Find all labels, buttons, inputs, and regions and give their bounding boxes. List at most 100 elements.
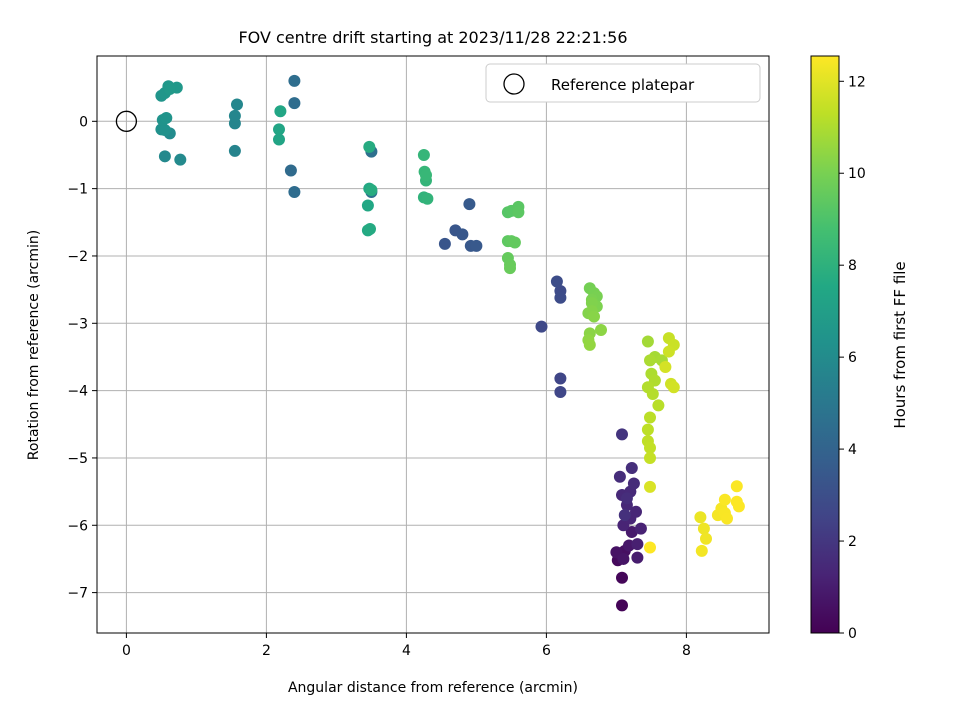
data-point — [273, 133, 285, 146]
data-point — [695, 544, 708, 557]
data-point — [365, 183, 378, 196]
data-point — [625, 462, 638, 475]
colorbar-tick-label: 8 — [848, 258, 857, 274]
y-tick-label: −3 — [67, 316, 88, 332]
data-point — [630, 505, 642, 518]
data-point — [694, 511, 707, 524]
data-point — [174, 153, 187, 166]
colorbar-tick-label: 2 — [848, 534, 857, 550]
data-point — [659, 361, 672, 374]
data-point — [288, 97, 301, 110]
colorbar-tick-label: 6 — [848, 350, 857, 366]
y-tick-label: −5 — [67, 451, 88, 467]
data-point — [504, 262, 516, 275]
colorbar-label: Hours from first FF file — [891, 261, 909, 428]
data-point — [588, 310, 600, 323]
y-axis-label: Rotation from reference (arcmin) — [26, 230, 42, 460]
data-point — [274, 105, 287, 118]
data-point — [456, 228, 469, 241]
data-point — [583, 338, 596, 351]
data-point — [721, 512, 733, 525]
data-point — [288, 74, 301, 87]
data-point — [470, 239, 483, 252]
data-point — [718, 493, 731, 506]
data-point — [644, 480, 656, 493]
data-point — [438, 237, 451, 250]
data-points — [155, 74, 745, 612]
y-tick-label: −4 — [67, 384, 88, 400]
colorbar: 0 2 4 6 8 10 12 Hours from first FF file — [810, 55, 909, 642]
data-point — [662, 345, 675, 358]
data-point — [512, 206, 525, 219]
legend: Reference platepar — [485, 63, 761, 103]
colorbar-tick-label: 0 — [848, 626, 857, 642]
plot-frame — [96, 55, 770, 634]
data-point — [160, 111, 173, 124]
data-point — [158, 150, 171, 163]
x-tick-label: 0 — [122, 643, 131, 659]
data-point — [644, 541, 656, 554]
data-point — [421, 192, 434, 205]
y-tick-label: −2 — [67, 249, 88, 265]
x-tick-label: 6 — [542, 643, 551, 659]
data-point — [550, 275, 563, 288]
data-point — [620, 492, 633, 505]
data-point — [641, 335, 654, 348]
data-point — [273, 123, 285, 136]
legend-label: Reference platepar — [551, 76, 695, 94]
data-point — [616, 571, 628, 584]
data-point — [631, 538, 644, 551]
data-point — [417, 148, 430, 161]
data-point — [363, 140, 376, 153]
data-point — [554, 291, 567, 304]
data-point — [697, 522, 710, 535]
x-tick-label: 2 — [262, 643, 271, 659]
data-point — [554, 385, 567, 398]
chart-title: FOV centre drift starting at 2023/11/28 … — [238, 28, 627, 47]
colorbar-tick-label: 12 — [848, 74, 866, 90]
data-point — [617, 552, 630, 565]
colorbar-tick-label: 4 — [848, 442, 857, 458]
data-point — [288, 186, 301, 199]
y-axis-ticks: 0 −1 −2 −3 −4 −5 −6 −7 — [67, 114, 97, 602]
y-tick-label: −7 — [67, 586, 88, 602]
y-tick-label: −6 — [67, 518, 88, 534]
data-point — [420, 169, 432, 182]
colorbar-tick-label: 10 — [848, 166, 866, 182]
colorbar-ticks: 0 2 4 6 8 10 12 — [839, 74, 866, 642]
data-point — [667, 381, 680, 394]
data-point — [627, 477, 640, 490]
x-tick-label: 4 — [402, 643, 411, 659]
data-point — [732, 500, 745, 513]
data-point — [644, 354, 656, 367]
data-point — [284, 164, 297, 177]
colorbar-gradient — [810, 55, 840, 634]
y-tick-label: 0 — [79, 114, 88, 130]
data-point — [730, 480, 743, 493]
data-point — [700, 532, 712, 545]
data-point — [463, 198, 476, 211]
reference-point-marker — [115, 110, 138, 132]
data-point — [228, 144, 241, 157]
data-point — [228, 109, 241, 122]
legend-box — [485, 63, 761, 103]
data-point — [625, 526, 638, 539]
x-axis-ticks: 0 2 4 6 8 — [122, 633, 691, 659]
y-tick-label: −1 — [67, 182, 88, 198]
data-point — [641, 423, 654, 436]
data-point — [644, 441, 656, 454]
data-point — [231, 98, 243, 111]
data-point — [652, 399, 665, 412]
x-tick-label: 8 — [682, 643, 691, 659]
x-axis-label: Angular distance from reference (arcmin) — [288, 680, 578, 696]
data-point — [644, 451, 656, 464]
data-point — [613, 470, 626, 483]
legend-marker-icon — [503, 73, 525, 95]
data-point — [158, 124, 171, 137]
data-point — [595, 324, 607, 337]
data-point — [364, 223, 376, 236]
data-point — [631, 551, 644, 564]
data-point — [616, 599, 628, 612]
data-point — [644, 411, 656, 424]
data-point — [163, 82, 176, 95]
